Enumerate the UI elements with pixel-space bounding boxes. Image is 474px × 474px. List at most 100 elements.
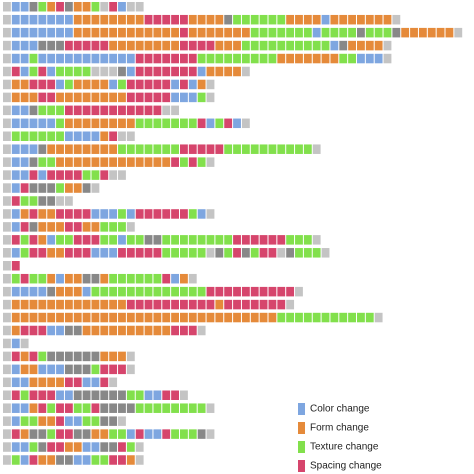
cell [73, 118, 82, 129]
cell [180, 235, 188, 245]
cell [82, 222, 91, 232]
cell [109, 403, 118, 413]
cell [20, 364, 29, 375]
cell [20, 390, 29, 400]
cell [321, 27, 330, 38]
cell [401, 27, 410, 38]
cell [29, 196, 38, 206]
cell [20, 222, 29, 232]
cell [162, 429, 171, 439]
cell [153, 53, 162, 64]
cell [339, 40, 348, 51]
cell [47, 170, 56, 180]
cell [135, 235, 144, 245]
cell [250, 144, 259, 154]
cell [303, 40, 312, 51]
cell [286, 14, 295, 25]
cell [197, 312, 206, 323]
cell [64, 105, 73, 116]
cell [180, 144, 188, 154]
cell [64, 364, 73, 375]
cell [91, 14, 100, 25]
cell [20, 209, 29, 219]
cell [109, 325, 118, 336]
cell [250, 27, 259, 38]
cell [268, 27, 277, 38]
cell [64, 79, 73, 90]
cell [56, 403, 64, 413]
cell [303, 144, 312, 154]
cell [180, 273, 188, 284]
cell [29, 105, 38, 116]
cell [3, 429, 11, 439]
cell [153, 235, 162, 245]
cell [73, 248, 82, 258]
cell [233, 235, 241, 245]
cell [100, 390, 109, 400]
cell [56, 105, 64, 116]
cell [215, 40, 224, 51]
cell [312, 312, 321, 323]
cell [11, 338, 20, 349]
cell [82, 79, 91, 90]
cell [144, 79, 153, 90]
cell [56, 183, 64, 193]
cell [118, 248, 126, 258]
cell [64, 235, 73, 245]
cell [126, 351, 135, 362]
cell [215, 118, 224, 129]
cell [339, 14, 348, 25]
cell [91, 53, 100, 64]
cell [118, 40, 126, 51]
cell [162, 286, 171, 297]
cell [392, 27, 401, 38]
cell [197, 79, 206, 90]
cell [295, 14, 303, 25]
cell [188, 312, 197, 323]
cell [374, 53, 383, 64]
cell [135, 312, 144, 323]
cell [197, 14, 206, 25]
cell [47, 79, 56, 90]
cell [153, 248, 162, 258]
cell [3, 377, 11, 388]
cell [241, 53, 250, 64]
cell [56, 364, 64, 375]
cell [277, 27, 286, 38]
cell [109, 14, 118, 25]
cell [383, 14, 392, 25]
cell [38, 455, 47, 465]
cell [109, 131, 118, 141]
cell [100, 14, 109, 25]
cell [188, 53, 197, 64]
cell [135, 455, 144, 465]
cell [20, 455, 29, 465]
cell [64, 442, 73, 452]
cell [3, 196, 11, 206]
cell [29, 66, 38, 77]
cell [126, 92, 135, 103]
cell [47, 157, 56, 167]
cell [38, 66, 47, 77]
cell [118, 79, 126, 90]
cell [38, 144, 47, 154]
cell [268, 312, 277, 323]
cell [38, 209, 47, 219]
cell [171, 40, 179, 51]
cell [73, 429, 82, 439]
cell [162, 66, 171, 77]
cell [197, 144, 206, 154]
cell [259, 299, 268, 310]
cell [56, 455, 64, 465]
cell [29, 312, 38, 323]
cell [91, 157, 100, 167]
cell [47, 364, 56, 375]
cell [91, 183, 100, 193]
cell [303, 235, 312, 245]
cell [47, 299, 56, 310]
cell [286, 235, 295, 245]
cell [47, 429, 56, 439]
cell [197, 248, 206, 258]
cell [188, 157, 197, 167]
cell [215, 299, 224, 310]
